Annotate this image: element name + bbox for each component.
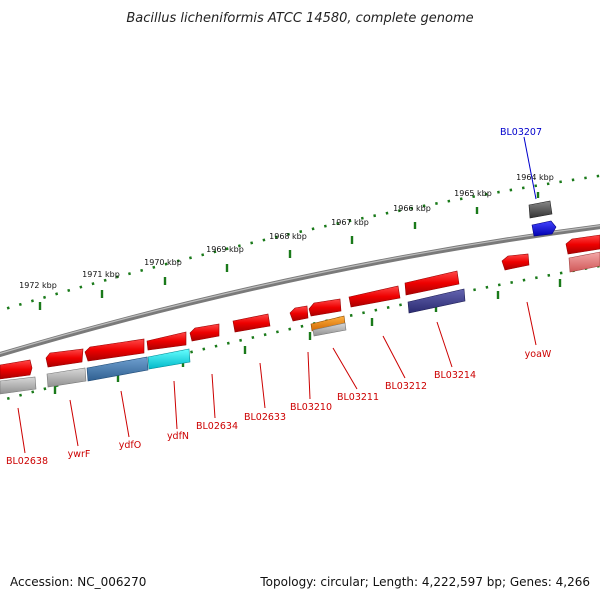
accession-text: Accession: NC_006270 (10, 575, 146, 589)
other-features (0, 200, 600, 395)
connector-line (307, 351, 311, 400)
kbp-label: 1969 kbp (206, 245, 244, 254)
gene-label[interactable]: ydfN (167, 431, 189, 442)
connector-line (259, 362, 266, 409)
gene-light-gray[interactable] (312, 322, 347, 337)
gene-blue[interactable] (531, 220, 557, 237)
gene-arrow[interactable] (348, 285, 401, 308)
gene-pink[interactable] (568, 251, 600, 273)
label-connectors (17, 136, 537, 454)
gene-label[interactable]: yoaW (525, 349, 552, 360)
connector-line (523, 136, 537, 200)
connector-line (211, 373, 216, 419)
kbp-label: 1965 kbp (454, 189, 492, 198)
genome-title: Bacillus licheniformis ATCC 14580, compl… (126, 11, 473, 26)
gene-label[interactable]: BL02638 (6, 456, 48, 467)
kbp-label: 1971 kbp (82, 270, 120, 279)
gene-cyan[interactable] (147, 348, 191, 370)
genome-backbone (0, 224, 600, 358)
gene-arrow[interactable] (308, 298, 342, 317)
kbp-label: 1967 kbp (331, 218, 369, 227)
gene-arrow[interactable] (501, 253, 530, 271)
gene-arrow[interactable] (45, 348, 84, 368)
gene-arrow[interactable] (189, 323, 220, 342)
kbp-label: 1968 kbp (269, 232, 307, 241)
gene-labels: BL03207 yoaW BL03214 BL03212 BL03211 BL0… (6, 127, 552, 467)
gene-label[interactable]: BL03214 (434, 370, 476, 381)
gene-steel[interactable] (86, 356, 149, 382)
genome-summary-text: Topology: circular; Length: 4,222,597 bp… (259, 575, 590, 589)
gene-label[interactable]: BL03212 (385, 381, 427, 392)
gene-arrow[interactable] (84, 338, 145, 362)
gene-label[interactable]: BL03210 (290, 402, 332, 413)
connector-line (526, 301, 537, 346)
inner-major-ticks (53, 279, 562, 394)
connector-line (69, 399, 79, 447)
connector-line (120, 390, 130, 438)
outer-tick-track (0, 174, 600, 312)
gene-dark-gray[interactable] (528, 200, 553, 219)
genome-backbone-highlight (0, 225, 600, 355)
forward-genes (0, 234, 600, 380)
gene-label[interactable]: ywrF (68, 449, 91, 460)
gene-light-gray[interactable] (0, 376, 37, 395)
gene-arrow[interactable] (404, 270, 460, 296)
gene-light-gray[interactable] (46, 367, 87, 388)
kbp-label: 1970 kbp (144, 258, 182, 267)
gene-arrow[interactable] (0, 359, 33, 380)
outer-major-ticks (38, 192, 540, 310)
kbp-label: 1964 kbp (516, 173, 554, 182)
gene-arrow[interactable] (289, 305, 309, 322)
connector-line (436, 321, 453, 368)
connector-line (17, 407, 26, 454)
gene-arrow[interactable] (146, 331, 187, 351)
gene-label[interactable]: BL03207 (500, 127, 542, 138)
connector-line (332, 347, 358, 390)
kbp-label: 1972 kbp (19, 281, 57, 290)
connector-line (173, 380, 178, 430)
gene-arrow[interactable] (565, 234, 600, 255)
connector-line (382, 335, 406, 379)
inner-tick-track (0, 264, 600, 403)
gene-label[interactable]: BL03211 (337, 392, 379, 403)
kbp-label: 1966 kbp (393, 204, 431, 213)
kbp-labels: 1964 kbp 1965 kbp 1966 kbp 1967 kbp 1968… (19, 173, 554, 290)
gene-navy[interactable] (407, 288, 466, 314)
gene-label[interactable]: BL02634 (196, 421, 238, 432)
gene-arrow[interactable] (232, 313, 271, 333)
gene-label[interactable]: ydfO (119, 440, 141, 451)
gene-label[interactable]: BL02633 (244, 412, 286, 423)
